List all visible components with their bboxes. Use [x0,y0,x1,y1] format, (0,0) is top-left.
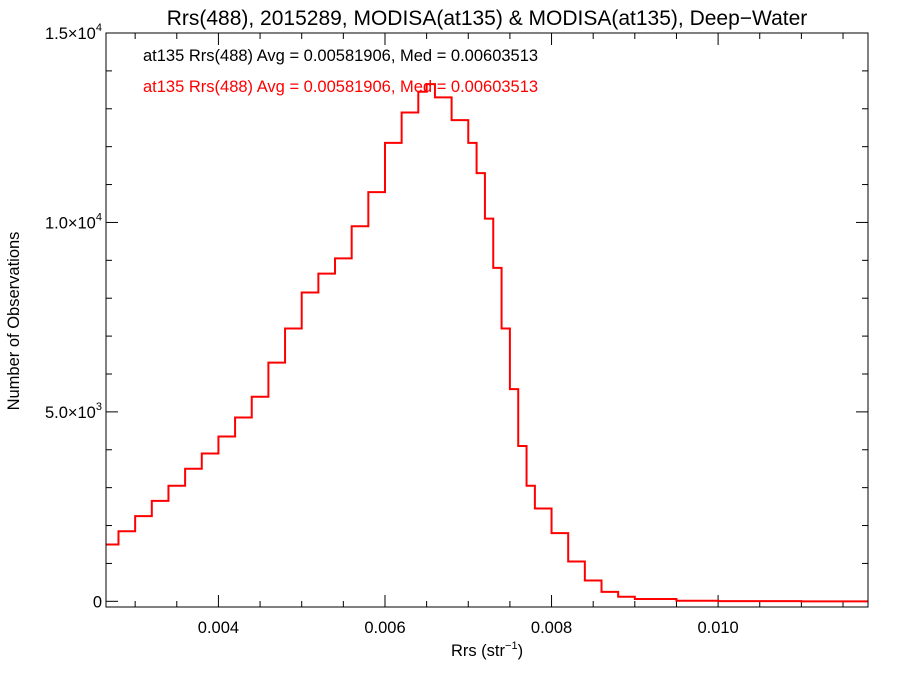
x-axis-label: Rrs (str−1) [451,640,523,660]
annotation-black: at135 Rrs(488) Avg = 0.00581906, Med = 0… [143,47,538,65]
histogram-series-0 [106,83,868,603]
x-tick-label: 0.008 [531,619,572,637]
y-tick-label-base: 1.5×10 [45,25,96,43]
y-axis-label: Number of Observations [5,232,23,411]
chart-title: Rrs(488), 2015289, MODISA(at135) & MODIS… [167,7,808,30]
y-tick-label-exponent: 4 [96,22,102,34]
y-tick-label-exponent: 4 [96,211,102,223]
y-tick-label: 1.0×104 [45,211,102,232]
y-tick-label: 1.5×104 [45,22,102,43]
x-axis-label-text: Rrs (str [451,642,506,660]
axis-ticks-layer [106,32,868,607]
x-tick-label: 0.010 [697,619,738,637]
x-axis-label-exponent: −1 [505,640,518,652]
annotation-red: at135 Rrs(488) Avg = 0.00581906, Med = 0… [143,78,538,96]
plot-frame [105,32,869,608]
x-tick-label: 0.004 [198,619,239,637]
y-tick-label-base: 5.0×10 [45,404,96,422]
y-tick-label: 0 [93,593,102,611]
x-tick-label: 0.006 [364,619,405,637]
data-series-layer [106,83,868,603]
y-tick-label-base: 0 [93,593,102,611]
tick-labels-layer: 0.004 0.006 0.008 0.01005.0×1031.0×1041.5×1… [45,22,739,637]
y-tick-label: 5.0×103 [45,401,102,422]
y-tick-label-base: 1.0×10 [45,214,96,232]
y-tick-label-exponent: 3 [96,401,102,413]
x-axis-label-close: ) [518,642,524,660]
